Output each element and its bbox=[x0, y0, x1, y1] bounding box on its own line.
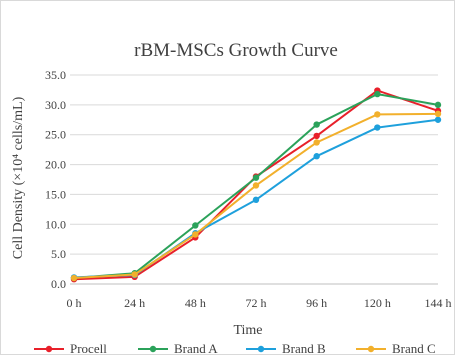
y-tick-label: 5.0 bbox=[51, 247, 66, 261]
data-point bbox=[374, 124, 381, 131]
y-tick-label: 35.0 bbox=[45, 68, 66, 82]
x-tick-label: 48 h bbox=[185, 296, 206, 310]
data-point bbox=[313, 132, 320, 140]
data-point bbox=[434, 116, 442, 123]
legend-label: Brand B bbox=[282, 341, 326, 356]
y-tick-label: 0.0 bbox=[51, 277, 66, 291]
legend-item: Procell bbox=[34, 341, 107, 356]
y-axis-ticks: 0.0 5.0 10.0 15.0 20.0 25.0 30.0 35.0 bbox=[45, 68, 66, 291]
chart-title: rBM-MSCs Growth Curve bbox=[134, 40, 338, 61]
data-point bbox=[131, 271, 138, 278]
series-brand-b bbox=[70, 116, 442, 281]
data-point bbox=[192, 231, 199, 238]
x-tick-label: 96 h bbox=[306, 296, 327, 310]
legend-label: Procell bbox=[70, 341, 107, 356]
data-point bbox=[252, 182, 260, 189]
data-point bbox=[70, 274, 78, 282]
x-tick-label: 0 h bbox=[67, 296, 82, 310]
legend-marker bbox=[149, 345, 157, 353]
data-point bbox=[313, 121, 320, 128]
data-point bbox=[434, 110, 442, 118]
y-tick-label: 10.0 bbox=[45, 217, 66, 231]
y-tick-label: 15.0 bbox=[45, 187, 66, 201]
data-point bbox=[252, 174, 260, 181]
series-line bbox=[73, 112, 439, 280]
legend-item: Brand A bbox=[138, 341, 218, 356]
data-point bbox=[252, 196, 260, 204]
legend-marker bbox=[45, 345, 53, 353]
data-point bbox=[313, 139, 320, 146]
x-axis-label: Time bbox=[233, 323, 262, 338]
legend-item: Brand C bbox=[356, 341, 436, 356]
data-point bbox=[313, 153, 320, 160]
legend-label: Brand C bbox=[392, 341, 436, 356]
gridlines bbox=[70, 74, 438, 285]
x-tick-label: 24 h bbox=[124, 296, 145, 310]
x-tick-label: 72 h bbox=[246, 296, 267, 310]
series-brand-c bbox=[70, 110, 442, 282]
x-axis-ticks: 0 h 24 h 48 h 72 h 96 h 120 h 144 h bbox=[67, 296, 452, 310]
y-axis-label: Cell Density (×10⁴ cells/mL) bbox=[11, 96, 26, 259]
data-point bbox=[192, 222, 199, 229]
legend-marker bbox=[367, 345, 375, 353]
legend-item: Brand B bbox=[246, 341, 326, 356]
data-point bbox=[434, 101, 442, 109]
data-point bbox=[374, 111, 381, 118]
y-tick-label: 25.0 bbox=[45, 128, 66, 142]
data-point bbox=[374, 90, 381, 98]
x-tick-label: 120 h bbox=[364, 296, 391, 310]
y-tick-label: 30.0 bbox=[45, 98, 66, 112]
y-tick-label: 20.0 bbox=[45, 158, 66, 172]
legend-marker bbox=[257, 345, 265, 353]
legend: Procell Brand A Brand B Brand C bbox=[34, 341, 436, 356]
legend-label: Brand A bbox=[174, 341, 218, 356]
series-lines bbox=[70, 87, 442, 283]
x-tick-label: 144 h bbox=[425, 296, 452, 310]
